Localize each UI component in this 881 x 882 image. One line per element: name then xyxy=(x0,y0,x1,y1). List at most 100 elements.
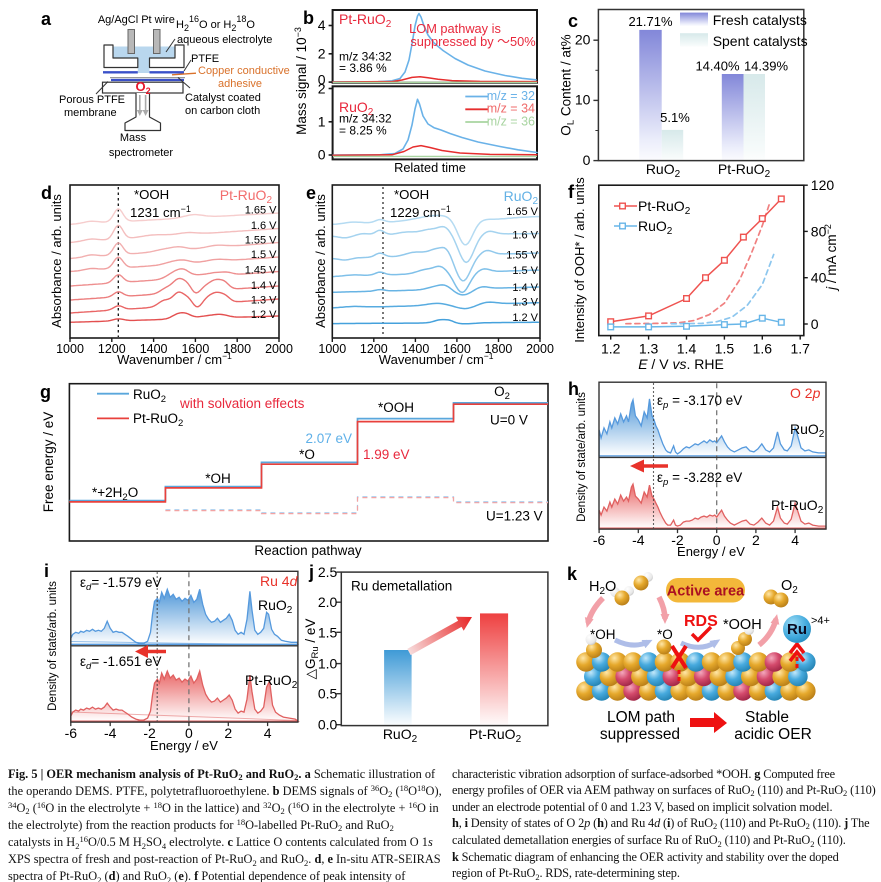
svg-text:Pt wire: Pt wire xyxy=(141,14,175,26)
svg-text:εd= -1.651 eV: εd= -1.651 eV xyxy=(80,654,162,672)
svg-text:Wavenumber / cm−1: Wavenumber / cm−1 xyxy=(117,351,232,367)
svg-text:= 8.25 %: = 8.25 % xyxy=(339,124,387,138)
svg-text:PTFE: PTFE xyxy=(191,53,219,65)
svg-text:m/z = 34: m/z = 34 xyxy=(487,102,535,116)
svg-text:Energy / eV: Energy / eV xyxy=(150,738,218,753)
svg-text:O 2p: O 2p xyxy=(790,385,821,401)
svg-text:1200: 1200 xyxy=(360,342,388,356)
svg-text:4: 4 xyxy=(318,17,326,33)
svg-text:1.6: 1.6 xyxy=(753,341,773,357)
svg-text:Density of state/arb. units: Density of state/arb. units xyxy=(576,392,588,522)
svg-text:OL Content / at%: OL Content / at% xyxy=(559,34,577,135)
svg-text:h: h xyxy=(568,379,579,399)
svg-text:2: 2 xyxy=(224,725,232,741)
svg-text:21.71%: 21.71% xyxy=(628,14,673,29)
svg-text:0: 0 xyxy=(185,725,193,741)
svg-text:m/z 34:32: m/z 34:32 xyxy=(339,112,392,126)
svg-text:Ru demetallation: Ru demetallation xyxy=(351,579,452,594)
svg-text:d: d xyxy=(41,183,52,203)
svg-text:0: 0 xyxy=(318,72,326,88)
svg-text:5.1%: 5.1% xyxy=(660,110,690,125)
svg-text:Pt-RuO2: Pt-RuO2 xyxy=(771,497,824,516)
svg-text:1.3 V: 1.3 V xyxy=(512,296,538,308)
svg-text:H2O: H2O xyxy=(589,579,616,597)
svg-text:Intensity of OOH* / arb. units: Intensity of OOH* / arb. units xyxy=(572,177,587,343)
svg-text:0: 0 xyxy=(583,152,591,168)
svg-text:2000: 2000 xyxy=(526,342,554,356)
svg-text:1.6 V: 1.6 V xyxy=(251,220,277,232)
svg-text:Pt-RuO2: Pt-RuO2 xyxy=(245,672,298,691)
svg-text:0.5: 0.5 xyxy=(318,686,338,702)
svg-text:LOM pathway is: LOM pathway is xyxy=(409,21,501,36)
svg-text:= 3.86 %: = 3.86 % xyxy=(339,61,387,75)
svg-text:1200: 1200 xyxy=(98,342,126,356)
svg-text:RuO2: RuO2 xyxy=(339,99,374,118)
svg-text:Absorbance / arb. units: Absorbance / arb. units xyxy=(49,194,64,328)
svg-text:>4+: >4+ xyxy=(811,615,830,627)
svg-text:1000: 1000 xyxy=(56,342,84,356)
svg-text:1600: 1600 xyxy=(443,342,471,356)
svg-text:LOM path: LOM path xyxy=(607,709,675,726)
svg-text:2: 2 xyxy=(318,81,326,97)
svg-text:0: 0 xyxy=(318,147,326,163)
svg-text:εp = -3.282 eV: εp = -3.282 eV xyxy=(657,470,742,488)
svg-text:*OOH: *OOH xyxy=(394,187,429,202)
svg-text:RuO2: RuO2 xyxy=(504,188,539,207)
svg-text:2000: 2000 xyxy=(265,342,293,356)
svg-text:suppressed by ～50%: suppressed by ～50% xyxy=(410,34,535,49)
svg-text:-4: -4 xyxy=(104,725,117,741)
svg-text:*OOH: *OOH xyxy=(723,617,762,633)
svg-text:80: 80 xyxy=(811,223,827,239)
svg-text:0: 0 xyxy=(811,316,819,332)
svg-text:Pt-RuO2: Pt-RuO2 xyxy=(469,726,522,745)
svg-text:-6: -6 xyxy=(593,532,606,548)
svg-text:20: 20 xyxy=(575,32,591,48)
svg-text:1.0: 1.0 xyxy=(318,656,338,672)
svg-text:-4: -4 xyxy=(632,532,645,548)
svg-text:RuO2: RuO2 xyxy=(638,218,673,237)
svg-text:Mass signal / 10−3: Mass signal / 10−3 xyxy=(293,27,309,135)
svg-text:Porous PTFE: Porous PTFE xyxy=(59,94,125,106)
svg-text:with solvation effects: with solvation effects xyxy=(179,396,305,411)
svg-text:14.40%: 14.40% xyxy=(695,59,740,74)
svg-text:1.65 V: 1.65 V xyxy=(245,205,277,217)
svg-text:acidic OER: acidic OER xyxy=(734,726,812,743)
svg-text:△GRu / eV: △GRu / eV xyxy=(303,619,321,680)
svg-text:suppressed: suppressed xyxy=(600,726,680,743)
svg-text:RuO2: RuO2 xyxy=(258,597,293,616)
svg-text:Ru: Ru xyxy=(787,621,807,638)
svg-text:10: 10 xyxy=(575,92,591,108)
svg-text:RuO2: RuO2 xyxy=(646,161,681,180)
svg-text:j / mA cm−2: j / mA cm−2 xyxy=(823,224,839,292)
svg-text:2.0: 2.0 xyxy=(318,594,338,610)
svg-text:*OOH: *OOH xyxy=(134,187,169,202)
svg-text:g: g xyxy=(40,382,51,402)
svg-text:1229 cm−1: 1229 cm−1 xyxy=(390,204,451,220)
svg-text:RuO2: RuO2 xyxy=(790,421,825,440)
svg-text:Active area: Active area xyxy=(667,584,745,600)
svg-text:membrane: membrane xyxy=(64,107,117,119)
svg-text:Mass: Mass xyxy=(120,132,147,144)
svg-text:b: b xyxy=(303,8,314,28)
svg-text:1.6 V: 1.6 V xyxy=(512,230,538,242)
svg-text:i: i xyxy=(44,561,49,581)
svg-text:0.0: 0.0 xyxy=(318,717,338,733)
svg-text:1.7: 1.7 xyxy=(790,341,810,357)
svg-text:0: 0 xyxy=(713,532,721,548)
svg-text:RuO2: RuO2 xyxy=(383,726,418,745)
svg-text:m/z = 32: m/z = 32 xyxy=(487,89,535,103)
svg-text:j: j xyxy=(308,562,314,582)
svg-text:2.5: 2.5 xyxy=(318,564,338,580)
svg-text:Pt-RuO2: Pt-RuO2 xyxy=(339,11,392,30)
svg-text:1.99 eV: 1.99 eV xyxy=(363,447,410,462)
svg-text:2: 2 xyxy=(318,46,326,62)
svg-text:1.4: 1.4 xyxy=(677,341,697,357)
svg-text:1.5: 1.5 xyxy=(318,624,338,640)
svg-text:Related time: Related time xyxy=(394,160,466,175)
svg-text:Pt-RuO2: Pt-RuO2 xyxy=(638,198,691,217)
svg-text:1.55 V: 1.55 V xyxy=(245,235,277,247)
svg-text:*OH: *OH xyxy=(590,627,616,642)
svg-text:εp = -3.170 eV: εp = -3.170 eV xyxy=(657,393,742,411)
svg-text:1.3: 1.3 xyxy=(639,341,659,357)
svg-text:RuO2: RuO2 xyxy=(133,387,166,405)
